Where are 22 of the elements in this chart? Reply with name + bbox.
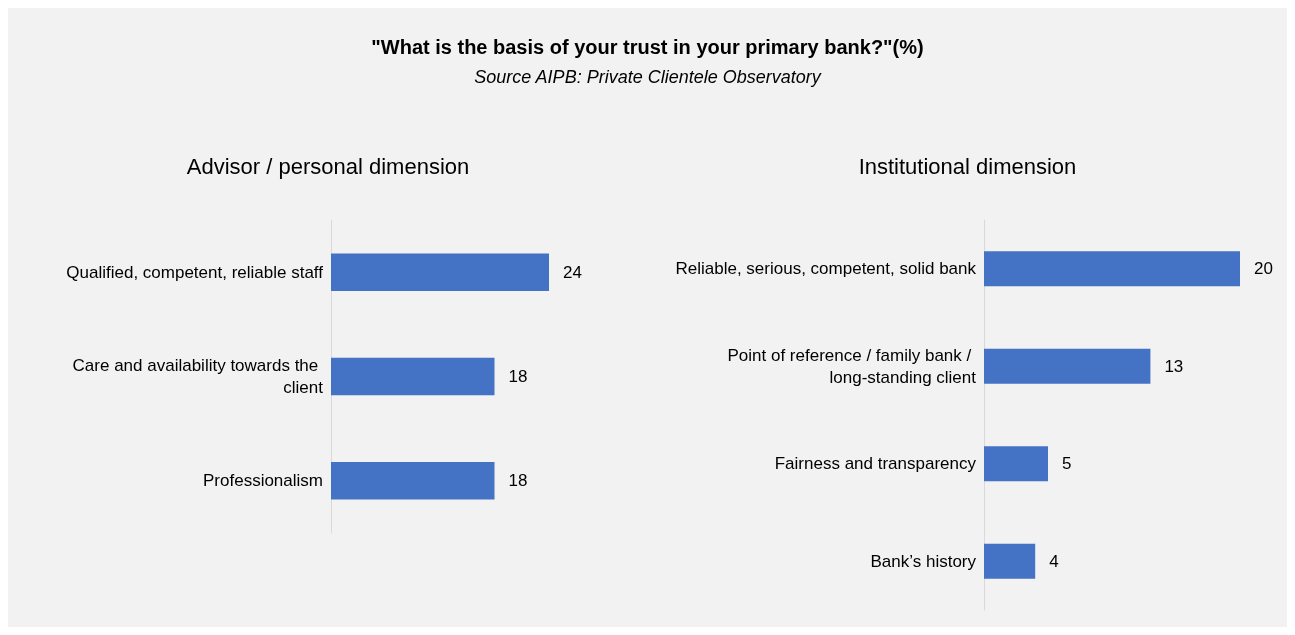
y-tick-label: Care and availability towards the client	[72, 356, 324, 397]
y-tick-label: Fairness and transparency	[774, 454, 977, 474]
data-label: 20	[1254, 259, 1273, 279]
text: Source AIPB: Private Clientele Observatory	[473, 67, 823, 88]
y-tick-label: Point of reference / family bank / long-standing client	[727, 345, 977, 387]
data-label: 18	[508, 471, 528, 491]
data-label: 13	[1164, 356, 1184, 376]
data-label: 4	[1049, 551, 1059, 571]
bar	[984, 251, 1240, 287]
chart-title: Advisor / personal dimension	[186, 153, 470, 179]
y-tick-label: Reliable, serious, competent, solid bank	[675, 259, 977, 279]
chart-title: Institutional dimension	[858, 153, 1077, 179]
y-tick-label: Bank’s history	[870, 551, 977, 571]
text: "What is the basis of your trust in your primary bank?"(%)	[370, 36, 925, 59]
data-label: 18	[508, 367, 528, 386]
bar	[984, 348, 1151, 384]
data-label: 24	[563, 262, 582, 282]
data-label: 5	[1062, 454, 1072, 474]
bar	[984, 543, 1036, 579]
y-tick-label: Professionalism	[203, 471, 323, 491]
bar	[984, 446, 1048, 482]
y-tick-label: Qualified, competent, reliable staff	[66, 262, 324, 282]
